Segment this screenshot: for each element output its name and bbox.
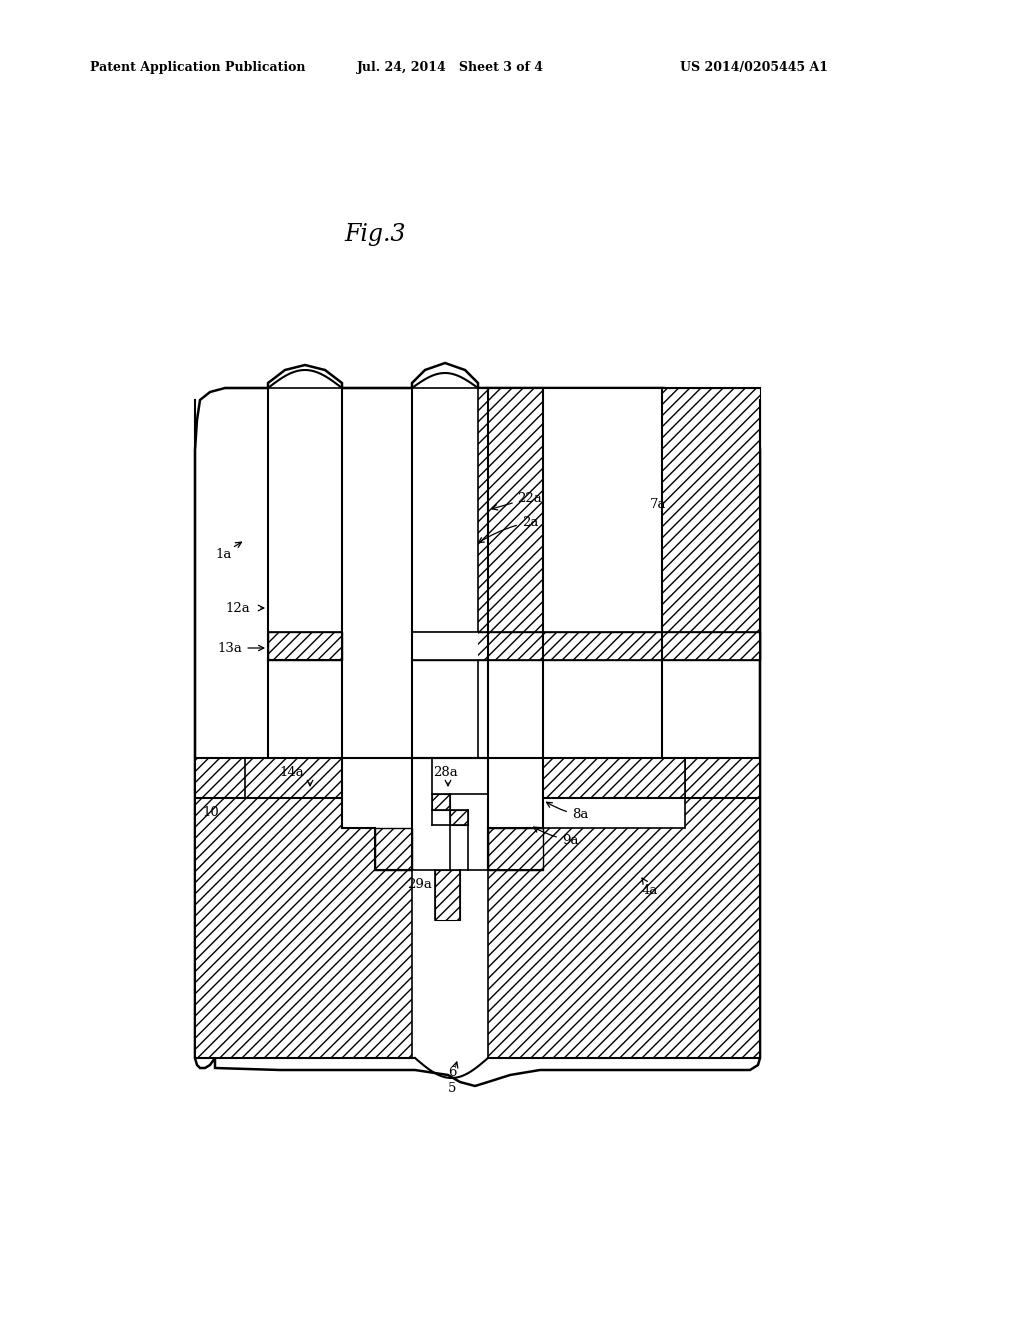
Polygon shape (412, 632, 760, 660)
Text: Patent Application Publication: Patent Application Publication (90, 62, 305, 74)
Polygon shape (432, 795, 450, 810)
Text: US 2014/0205445 A1: US 2014/0205445 A1 (680, 62, 828, 74)
Text: 22a: 22a (492, 491, 543, 510)
Polygon shape (268, 388, 342, 660)
Polygon shape (245, 758, 342, 799)
Polygon shape (488, 758, 760, 1059)
Polygon shape (435, 870, 460, 920)
Polygon shape (412, 758, 488, 870)
Polygon shape (195, 363, 760, 1086)
Text: 8a: 8a (547, 803, 588, 821)
Polygon shape (412, 632, 478, 660)
Text: Fig.3: Fig.3 (344, 223, 406, 247)
Text: 10: 10 (202, 805, 219, 818)
Text: 29a: 29a (408, 879, 432, 891)
Polygon shape (412, 388, 478, 760)
Polygon shape (375, 828, 412, 870)
Polygon shape (450, 810, 468, 825)
Polygon shape (195, 758, 412, 1059)
Text: 6: 6 (447, 1065, 457, 1078)
Polygon shape (268, 632, 342, 660)
Text: 4a: 4a (642, 878, 658, 896)
Text: 14a: 14a (280, 767, 304, 780)
Polygon shape (488, 828, 543, 870)
Text: 1a: 1a (215, 549, 231, 561)
Text: 12a: 12a (225, 602, 250, 615)
Text: Jul. 24, 2014   Sheet 3 of 4: Jul. 24, 2014 Sheet 3 of 4 (356, 62, 544, 74)
Text: 9a: 9a (534, 828, 579, 846)
Polygon shape (543, 388, 662, 760)
Text: 13a: 13a (217, 642, 264, 655)
Polygon shape (412, 388, 760, 632)
Text: 7a: 7a (650, 499, 667, 511)
Text: 2a: 2a (478, 516, 539, 543)
Text: 5: 5 (447, 1081, 456, 1094)
Text: 28a: 28a (432, 767, 458, 780)
Polygon shape (543, 758, 685, 799)
